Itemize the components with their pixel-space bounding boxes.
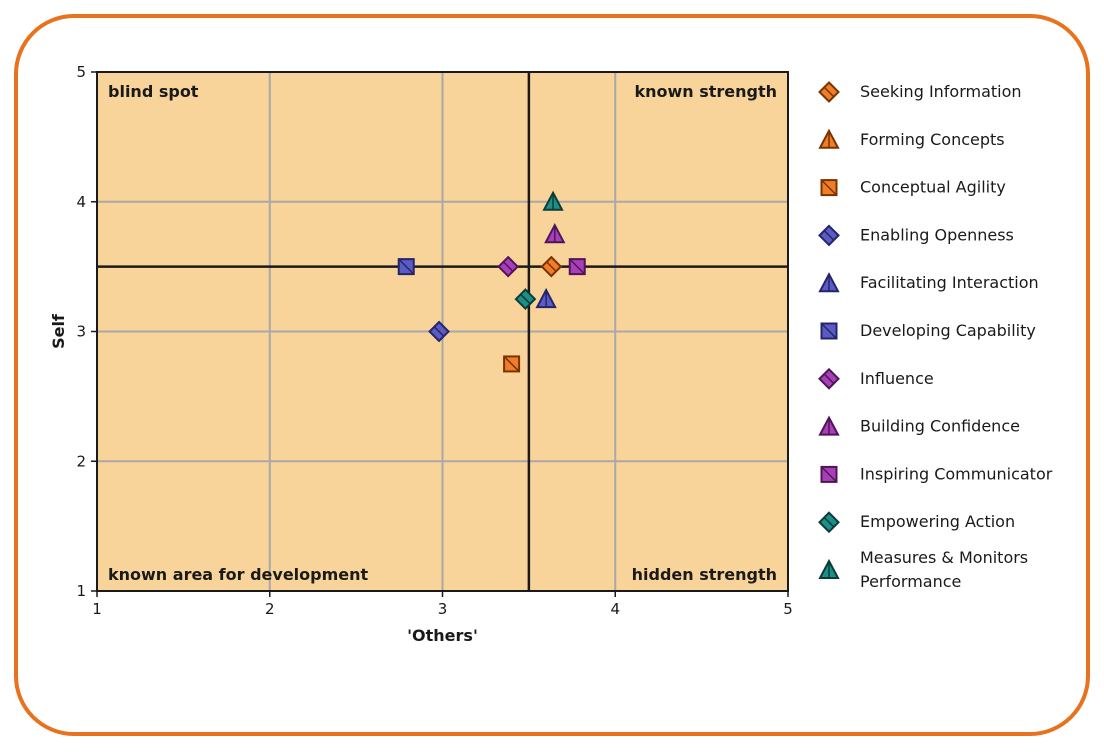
data-point — [397, 258, 415, 276]
x-tick-label: 1 — [92, 600, 102, 618]
legend: Seeking Information Forming Concepts Conce… — [818, 81, 1053, 591]
x-tick-label: 2 — [265, 600, 275, 618]
legend-label: Facilitating Interaction — [860, 273, 1039, 292]
data-point — [535, 287, 557, 309]
y-tick-label: 3 — [76, 323, 86, 341]
x-tick-label: 5 — [783, 600, 793, 618]
legend-marker — [820, 322, 838, 340]
data-point — [428, 320, 450, 343]
legend-label: Building Confidence — [860, 417, 1020, 436]
x-tick-label: 4 — [610, 600, 620, 618]
legend-item: Facilitating Interaction — [818, 272, 1039, 293]
legend-marker — [818, 128, 840, 149]
legend-marker — [818, 415, 840, 436]
legend-label: Enabling Openness — [860, 225, 1014, 244]
legend-marker — [818, 272, 840, 293]
y-tick-label: 4 — [76, 193, 86, 211]
legend-marker — [818, 511, 840, 534]
data-point — [542, 190, 564, 211]
legend-item: Developing Capability — [820, 321, 1036, 340]
data-point — [540, 255, 563, 278]
legend-label: Empowering Action — [860, 512, 1015, 531]
quadrant-label-known-strength: known strength — [634, 82, 777, 101]
legend-marker — [820, 179, 838, 197]
legend-label: Seeking Information — [860, 82, 1022, 101]
legend-label: Developing Capability — [860, 321, 1036, 340]
legend-label: Influence — [860, 369, 934, 388]
data-point — [544, 223, 566, 244]
legend-item: Seeking Information — [818, 81, 1022, 103]
x-axis-title: 'Others' — [407, 626, 478, 645]
axis-ticks: 1 2 3 4 5 1 2 3 4 5 — [76, 63, 792, 618]
y-axis-title: Self — [49, 313, 68, 349]
quadrant-label-blind-spot: blind spot — [108, 82, 199, 101]
y-tick-label: 5 — [76, 63, 86, 81]
legend-label: Conceptual Agility — [860, 178, 1006, 197]
legend-item: Building Confidence — [818, 415, 1020, 436]
legend-label: Measures & Monitors Performance — [860, 548, 1028, 591]
data-point — [503, 355, 521, 373]
legend-item: Enabling Openness — [818, 224, 1014, 247]
legend-item: Inspiring Communicator — [820, 464, 1053, 483]
legend-item: Conceptual Agility — [820, 178, 1006, 197]
legend-item: Measures & Monitors Performance — [818, 548, 1028, 591]
legend-marker — [818, 224, 840, 247]
data-point — [497, 255, 520, 278]
chart-frame — [14, 14, 1090, 736]
quadrant-label-known-area-for-development: known area for development — [108, 565, 369, 584]
legend-item: Forming Concepts — [818, 128, 1005, 149]
quadrant-label-hidden-strength: hidden strength — [632, 565, 777, 584]
x-tick-label: 3 — [438, 600, 448, 618]
legend-label: Forming Concepts — [860, 130, 1005, 149]
legend-label: Inspiring Communicator — [860, 464, 1053, 483]
legend-marker — [818, 558, 840, 579]
data-point — [514, 288, 537, 310]
y-tick-label: 2 — [76, 452, 86, 470]
legend-item: Empowering Action — [818, 511, 1015, 534]
legend-marker — [818, 367, 840, 390]
legend-marker — [820, 465, 838, 483]
legend-item: Influence — [818, 367, 934, 390]
data-points — [397, 190, 586, 373]
y-tick-label: 1 — [76, 582, 86, 600]
data-point — [568, 258, 586, 276]
legend-marker — [818, 81, 840, 103]
quadrant-dividers — [97, 72, 788, 591]
